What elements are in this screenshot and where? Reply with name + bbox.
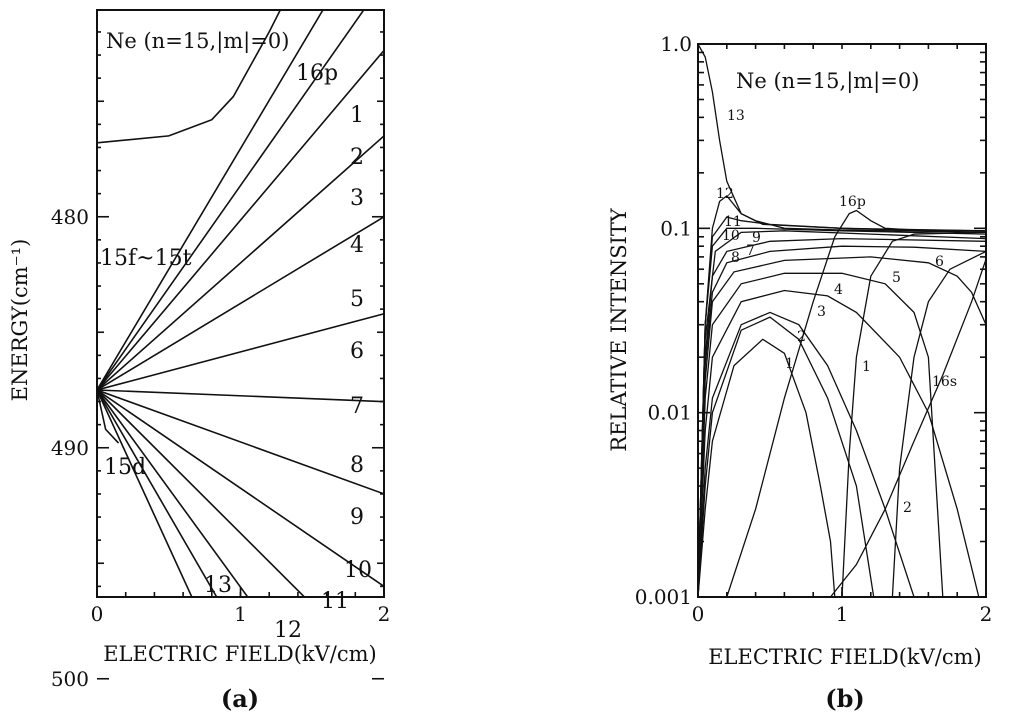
panel-a-annotation-2: 2 [350,145,364,170]
panel-a-y-tick-label: 490 [51,436,89,460]
panel-b-annotation-2-16: 2 [903,500,912,516]
panel-a-annotation-13: 13 [204,573,232,598]
panel-a-axis-ticks: 012470480490500 [51,31,391,691]
panel-a-annotation-5: 5 [350,287,364,312]
panel-b-plot-frame [697,43,987,598]
panel-b-series-7-6-line [698,245,986,597]
panel-b-annotation-1-14: 1 [862,359,871,375]
panel-a-series-9-line [97,389,384,588]
panel-b-annotation-16p-13: 16p [839,194,866,210]
panel-b-annotation-9-4: 9 [752,230,761,246]
panel-a-x-tick-label: 2 [378,602,391,626]
panel-b-series-16p-13-line [726,209,986,597]
panel-b-y-tick-label: 0.001 [635,585,692,609]
panel-b-series-1-12-line [698,338,836,597]
panel-b-title: Ne (n=15,|m|=0) [736,69,919,94]
panel-a-series-6-line [97,313,384,391]
panel-a-annotation-10: 10 [344,558,372,583]
panel-a-series-11-line [97,389,249,597]
panel-b-series-2-16-line [829,258,986,597]
panel-a-annotation-1: 1 [350,103,364,128]
panel-b-annotation-8-5: 8 [731,250,740,266]
panel-b-annotation-6-7: 6 [935,254,944,270]
panel-a-annotation-16p: 16p [296,61,338,86]
panel-b-caption: (b) [825,684,865,713]
panel-b-annotation-10-3: 10 [722,228,740,244]
panel-b-x-axis-label: ELECTRIC FIELD(kV/cm) [708,645,982,669]
panel-b-annotation-3-10: 3 [817,304,826,320]
panel-a-x-axis-label: ELECTRIC FIELD(kV/cm) [103,642,377,666]
panel-b-series-3-10-line [698,311,915,597]
panel-a-series-1-line [97,10,324,391]
panel-a-series-4-line [97,135,384,391]
panel-b-series-4-9-line [698,289,980,597]
panel-a-y-axis-label: ENERGY(cm⁻¹) [8,239,32,402]
panel-b-x-tick-label: 1 [836,602,849,626]
panel-a-annotation-12: 12 [274,618,302,643]
panel-b-y-tick-label: 0.01 [647,401,692,425]
panel-a-x-tick-label: 1 [234,602,247,626]
panel-a-x-tick-label: 0 [91,602,104,626]
panel-a-title: Ne (n=15,|m|=0) [106,29,289,54]
panel-b-y-tick-label: 1.0 [660,32,692,56]
panel-b-annotation-11-2: 11 [724,214,742,230]
panel-a-caption: (a) [221,684,259,713]
panel-b-series-6-7-line [698,256,986,597]
panel-a-annotation-4: 4 [350,233,364,258]
panel-b-series-5-8-line [698,272,944,597]
panel-b-annotation-16s-15: 16s [932,374,957,390]
panel-b-series-8-5-line [698,237,986,597]
panel-b-annotation-7-6: 7 [746,243,755,259]
panel-a-annotation-11: 11 [321,589,349,614]
panel-b-series-1-14-line [841,231,986,597]
panel-b-x-tick-label: 0 [692,602,705,626]
panel-a-curves [97,10,384,597]
panel-a-series-8-line [97,389,384,495]
panel-b-annotation-5-8: 5 [892,270,901,286]
panel-a-energy-chart: 012470480490500 16p1234567891011121315f~… [8,9,391,713]
panel-a-series-3-line [97,49,384,391]
panel-a-series-13-line [97,389,193,597]
panel-b-series-9-4-line [698,230,986,597]
panel-a-y-tick-label: 480 [51,205,89,229]
panel-b-annotation-1-12: 1 [785,356,794,372]
panel-a-series-16p-line [97,10,282,144]
panel-a-annotation-15f-15t: 15f~15t [100,246,192,271]
panel-a-annotation-8: 8 [350,453,364,478]
panel-b-annotation-4-9: 4 [834,282,843,298]
panel-b-y-tick-label: 0.1 [660,216,692,240]
panel-a-series-15d-line [97,389,120,444]
panel-b-series-13-0-line [698,44,986,234]
panel-a-annotation-7: 7 [350,394,364,419]
panel-b-annotation-13-0: 13 [727,108,745,124]
panel-a-annotation-15d: 15d [104,455,146,480]
panel-a-annotation-6: 6 [350,339,364,364]
panel-b-series-10-3-line [698,227,986,597]
panel-b-annotation-12-1: 12 [716,186,734,202]
panel-b-curves [698,44,986,597]
panel-a-series-5-line [97,216,384,391]
panel-a-series-12-line [97,389,218,597]
panel-a-y-tick-label: 500 [51,667,89,691]
panel-b-y-axis-label: RELATIVE INTENSITY [607,207,631,452]
panel-a-series-10-line [97,389,306,597]
panel-b-annotation-2-11: 2 [797,329,806,345]
panel-b-series-11-2-line [698,216,986,597]
panel-b-series-16s-15-line [891,250,986,597]
panel-a-series-2-line [97,10,365,391]
panel-a-annotation-3: 3 [350,186,364,211]
panel-b-x-tick-label: 2 [980,602,993,626]
panel-a-annotation-9: 9 [350,505,364,530]
panel-a-series-7-line [97,389,384,403]
panel-b-series-2-11-line [698,316,875,597]
